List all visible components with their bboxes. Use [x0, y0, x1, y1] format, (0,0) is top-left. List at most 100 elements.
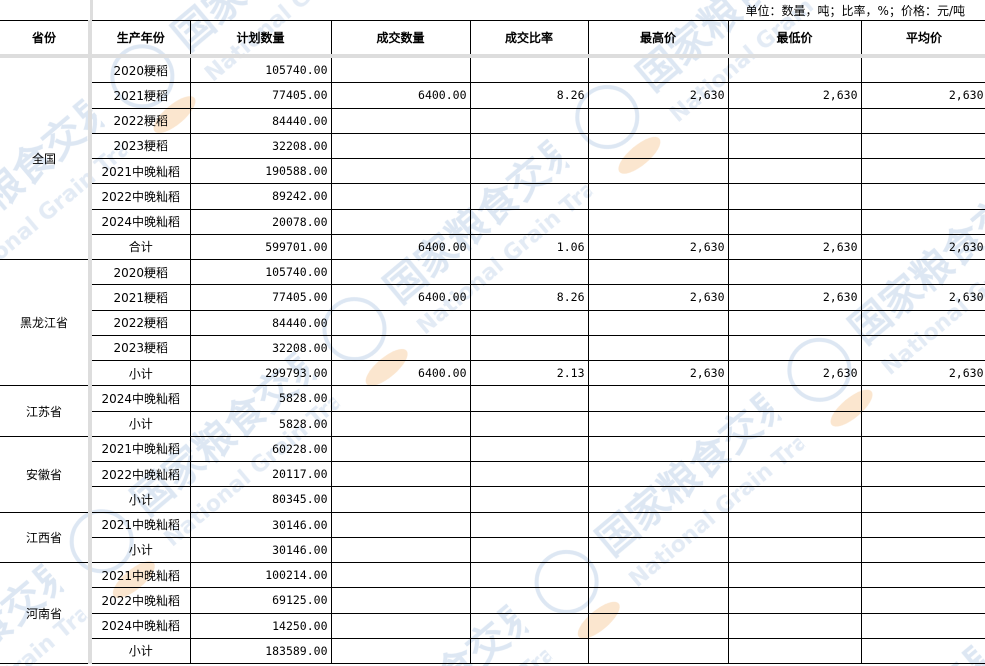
traded-qty-cell — [330, 612, 471, 639]
trade-ratio-cell — [469, 258, 589, 286]
planned-qty-cell: 89242.00 — [189, 183, 332, 210]
year-cell: 2023粳稻 — [89, 334, 191, 362]
avg-price-cell — [860, 460, 985, 488]
trade-ratio-cell — [469, 536, 589, 564]
table-row: 2021中晚籼稻 190588.00 — [0, 157, 985, 185]
traded-qty-cell — [330, 208, 471, 235]
table-row: 江西省 2021中晚籼稻 30146.00 — [0, 511, 985, 563]
trade-ratio-cell — [469, 587, 589, 614]
province-cell: 黑龙江省 — [0, 258, 92, 387]
max-price-cell — [587, 107, 729, 134]
year-cell: 2021中晚籼稻 — [89, 561, 191, 589]
traded-qty-cell — [330, 258, 471, 286]
table-row: 安徽省 2021中晚籼稻 60228.00 — [0, 435, 985, 513]
planned-qty-cell: 77405.00 — [189, 284, 332, 311]
traded-qty-cell — [330, 587, 471, 614]
max-price-cell — [587, 410, 729, 437]
year-cell: 小计 — [89, 359, 191, 387]
min-price-cell — [727, 183, 862, 210]
avg-price-cell: 2,630 — [860, 233, 985, 261]
trade-ratio-cell — [469, 612, 589, 639]
trade-ratio-cell — [469, 435, 589, 463]
year-cell: 小计 — [89, 410, 191, 437]
max-price-cell: 2,630 — [587, 284, 729, 311]
year-cell: 小计 — [89, 486, 191, 513]
trade-ratio-cell — [469, 410, 589, 437]
traded-qty-cell — [330, 460, 471, 488]
trade-ratio-cell: 1.06 — [469, 233, 589, 261]
min-price-cell — [727, 486, 862, 513]
planned-qty-cell: 30146.00 — [189, 511, 332, 538]
traded-qty-cell — [330, 435, 471, 463]
year-cell: 2023粳稻 — [89, 132, 191, 160]
avg-price-cell — [860, 561, 985, 589]
header-traded-qty: 成交数量 — [330, 20, 471, 58]
min-price-cell — [727, 385, 862, 412]
avg-price-cell — [860, 157, 985, 185]
avg-price-cell — [860, 410, 985, 437]
trade-ratio-cell — [469, 486, 589, 513]
min-price-cell — [727, 309, 862, 336]
table-row: 2024中晚籼稻 14250.00 — [0, 612, 985, 639]
avg-price-cell — [860, 536, 985, 564]
planned-qty-cell: 77405.00 — [189, 82, 332, 109]
trade-ratio-cell: 8.26 — [469, 82, 589, 109]
planned-qty-cell: 20078.00 — [189, 208, 332, 235]
year-cell: 2021粳稻 — [89, 82, 191, 109]
min-price-cell: 2,630 — [727, 284, 862, 311]
traded-qty-cell: 6400.00 — [330, 233, 471, 261]
province-cell: 全国 — [0, 55, 92, 260]
traded-qty-cell — [330, 385, 471, 412]
traded-qty-cell — [330, 157, 471, 185]
avg-price-cell — [860, 55, 985, 84]
min-price-cell — [727, 334, 862, 362]
table-row: 小计 30146.00 — [0, 536, 985, 564]
avg-price-cell — [860, 486, 985, 513]
traded-qty-cell — [330, 334, 471, 362]
year-cell: 2021中晚籼稻 — [89, 511, 191, 538]
max-price-cell — [587, 612, 729, 639]
province-cell: 江西省 — [0, 511, 92, 563]
avg-price-cell — [860, 258, 985, 286]
header-min-price: 最低价 — [727, 20, 862, 58]
min-price-cell — [727, 561, 862, 589]
max-price-cell — [587, 385, 729, 412]
avg-price-cell: 2,630 — [860, 359, 985, 387]
min-price-cell — [727, 435, 862, 463]
province-cell: 江苏省 — [0, 385, 92, 437]
traded-qty-cell: 6400.00 — [330, 284, 471, 311]
planned-qty-cell: 32208.00 — [189, 334, 332, 362]
table-row: 小计 299793.00 6400.00 2.13 2,630 2,630 2,630 — [0, 359, 985, 387]
planned-qty-cell: 69125.00 — [189, 587, 332, 614]
avg-price-cell: 2,630 — [860, 82, 985, 109]
year-cell: 2022粳稻 — [89, 309, 191, 336]
year-cell: 2024中晚籼稻 — [89, 208, 191, 235]
province-cell: 安徽省 — [0, 435, 92, 513]
trade-ratio-cell — [469, 637, 589, 665]
avg-price-cell — [860, 208, 985, 235]
avg-price-cell — [860, 637, 985, 665]
header-province: 省份 — [0, 20, 92, 58]
table-row: 河南省 2021中晚籼稻 100214.00 — [0, 561, 985, 664]
trade-ratio-cell — [469, 511, 589, 538]
planned-qty-cell: 5828.00 — [189, 410, 332, 437]
year-cell: 2024中晚籼稻 — [89, 385, 191, 412]
trade-ratio-cell — [469, 385, 589, 412]
header-avg-price: 平均价 — [860, 20, 985, 58]
header-year: 生产年份 — [89, 20, 191, 58]
trade-ratio-cell — [469, 334, 589, 362]
planned-qty-cell: 84440.00 — [189, 107, 332, 134]
trade-ratio-cell — [469, 157, 589, 185]
traded-qty-cell — [330, 511, 471, 538]
year-cell: 2020粳稻 — [89, 55, 191, 84]
min-price-cell — [727, 587, 862, 614]
planned-qty-cell: 30146.00 — [189, 536, 332, 564]
unit-note: 单位：数量，吨；比率，%；价格：元/吨 — [745, 4, 965, 18]
min-price-cell — [727, 637, 862, 665]
year-cell: 合计 — [89, 233, 191, 261]
grain-auction-table: 省份 生产年份 计划数量 成交数量 成交比率 最高价 最低价 平均价 全国 202… — [0, 20, 985, 665]
trade-ratio-cell — [469, 309, 589, 336]
year-cell: 小计 — [89, 637, 191, 665]
max-price-cell — [587, 486, 729, 513]
trade-ratio-cell — [469, 460, 589, 488]
